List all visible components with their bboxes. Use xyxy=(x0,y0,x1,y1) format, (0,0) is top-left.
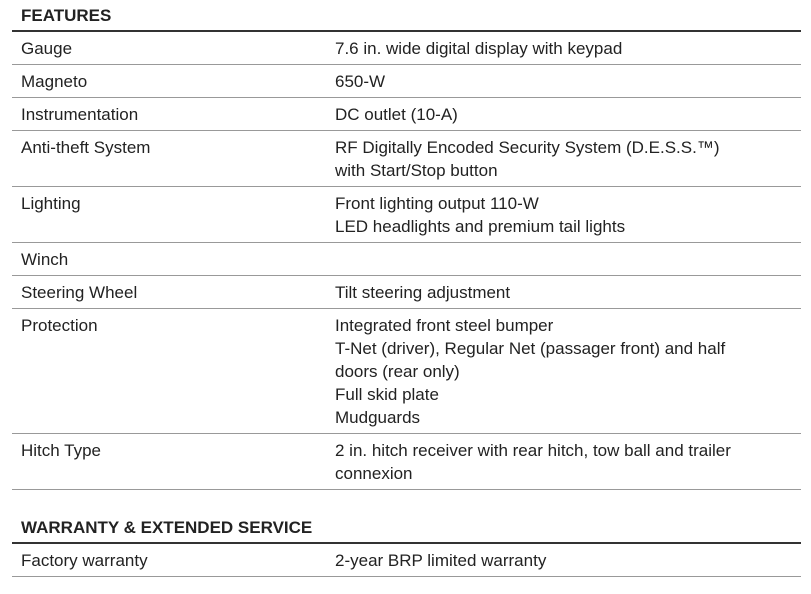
spec-row: Winch xyxy=(12,243,801,276)
spec-label: Gauge xyxy=(21,39,73,58)
value-line: RF Digitally Encoded Security System (D.… xyxy=(335,138,720,157)
value-line: Tilt steering adjustment xyxy=(335,283,511,302)
spec-label: Winch xyxy=(21,250,69,269)
value-line: doors (rear only) xyxy=(335,362,460,381)
spec-label: Instrumentation xyxy=(21,105,139,124)
section: FEATURES Gauge 7.6 in. wide digital displa… xyxy=(12,0,801,490)
spec-value: Tilt steering adjustment xyxy=(335,281,801,304)
spec-value: RF Digitally Encoded Security System (D.… xyxy=(335,136,801,182)
spec-row: Instrumentation DC outlet (10-A) xyxy=(12,98,801,131)
value-line: 7.6 in. wide digital display with keypad xyxy=(335,39,623,58)
value-line: DC outlet (10-A) xyxy=(335,105,458,124)
value-line: Mudguards xyxy=(335,408,421,427)
value-line: Integrated front steel bumper xyxy=(335,316,554,335)
spec-row: Lighting Front lighting output 110-W LED h… xyxy=(12,187,801,243)
spec-label: Hitch Type xyxy=(21,441,102,460)
spec-value: 7.6 in. wide digital display with keypad xyxy=(335,37,801,60)
spec-row: Hitch Type 2 in. hitch receiver with rear… xyxy=(12,434,801,490)
spec-label: Factory warranty xyxy=(21,551,148,570)
value-line: Full skid plate xyxy=(335,385,439,404)
spec-label: Anti-theft System xyxy=(21,138,151,157)
spec-row: Gauge 7.6 in. wide digital display with k… xyxy=(12,32,801,65)
spec-label: Lighting xyxy=(21,194,81,213)
spec-label: Magneto xyxy=(21,72,88,91)
spec-value xyxy=(335,248,801,271)
value-line: LED headlights and premium tail lights xyxy=(335,217,626,236)
spec-row: Steering Wheel Tilt steering adjustment xyxy=(12,276,801,309)
spec-value: 650-W xyxy=(335,70,801,93)
spec-value: 2-year BRP limited warranty xyxy=(335,549,801,572)
spec-value: Integrated front steel bumper T-Net (driv… xyxy=(335,314,801,429)
spec-row: Anti-theft System RF Digitally Encoded Se… xyxy=(12,131,801,187)
spec-value: Front lighting output 110-W LED headlight… xyxy=(335,192,801,238)
spec-row: Factory warranty 2-year BRP limited warra… xyxy=(12,544,801,577)
spec-label: Protection xyxy=(21,316,98,335)
spec-value: DC outlet (10-A) xyxy=(335,103,801,126)
value-line: Front lighting output 110-W xyxy=(335,194,539,213)
section-title: FEATURES xyxy=(12,0,801,32)
section: WARRANTY & EXTENDED SERVICE Factory warra… xyxy=(12,512,801,577)
spec-row: Magneto 650-W xyxy=(12,65,801,98)
value-line: with Start/Stop button xyxy=(335,161,498,180)
value-line: 2 in. hitch receiver with rear hitch, to… xyxy=(335,441,731,460)
spec-value: 2 in. hitch receiver with rear hitch, to… xyxy=(335,439,801,485)
section-title: WARRANTY & EXTENDED SERVICE xyxy=(12,512,801,544)
spec-row: Protection Integrated front steel bumper T… xyxy=(12,309,801,434)
spec-label: Steering Wheel xyxy=(21,283,138,302)
value-line: connexion xyxy=(335,464,413,483)
value-line: 650-W xyxy=(335,72,386,91)
value-line: 2-year BRP limited warranty xyxy=(335,551,547,570)
value-line: T-Net (driver), Regular Net (passager fr… xyxy=(335,339,726,358)
